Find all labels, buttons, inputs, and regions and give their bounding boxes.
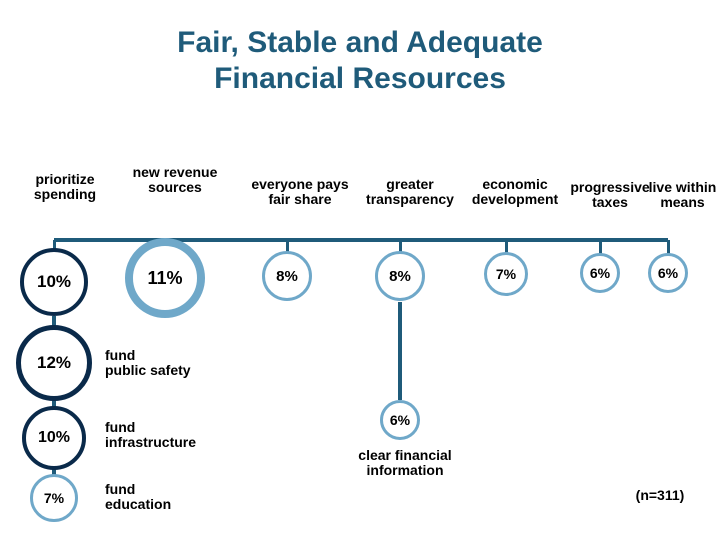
bubble-fairshare: 8%	[262, 251, 312, 301]
bubble-econdev: 7%	[484, 252, 528, 296]
footnote-n: (n=311)	[620, 488, 700, 503]
bubble-revenue: 11%	[125, 238, 205, 318]
label-fund-safety: fundpublic safety	[105, 348, 225, 379]
label-clear-info: clear financialinformation	[340, 448, 470, 479]
bubble-transp: 8%	[375, 251, 425, 301]
label-econ-dev: economicdevelopment	[460, 177, 570, 208]
connector-v	[398, 302, 402, 400]
label-transparency: greatertransparency	[355, 177, 465, 208]
label-progressive-taxes: progressivetaxes	[565, 180, 655, 211]
label-live-within-means: live withinmeans	[645, 180, 720, 211]
bubble-fund-safety: 12%	[16, 325, 92, 401]
bubble-prioritize: 10%	[20, 248, 88, 316]
title-line1: Fair, Stable and Adequate	[0, 26, 720, 60]
label-fair-share: everyone paysfair share	[240, 177, 360, 208]
bubble-clear-info: 6%	[380, 400, 420, 440]
bubble-progtax: 6%	[580, 253, 620, 293]
bubble-fund-infra: 10%	[22, 406, 86, 470]
title-line2: Financial Resources	[0, 62, 720, 96]
label-fund-edu: fundeducation	[105, 482, 215, 513]
label-fund-infra: fundinfrastructure	[105, 420, 235, 451]
label-new-revenue: new revenuesources	[120, 165, 230, 196]
label-prioritize-spending: prioritizespending	[20, 172, 110, 203]
bubble-fund-edu: 7%	[30, 474, 78, 522]
bubble-means: 6%	[648, 253, 688, 293]
